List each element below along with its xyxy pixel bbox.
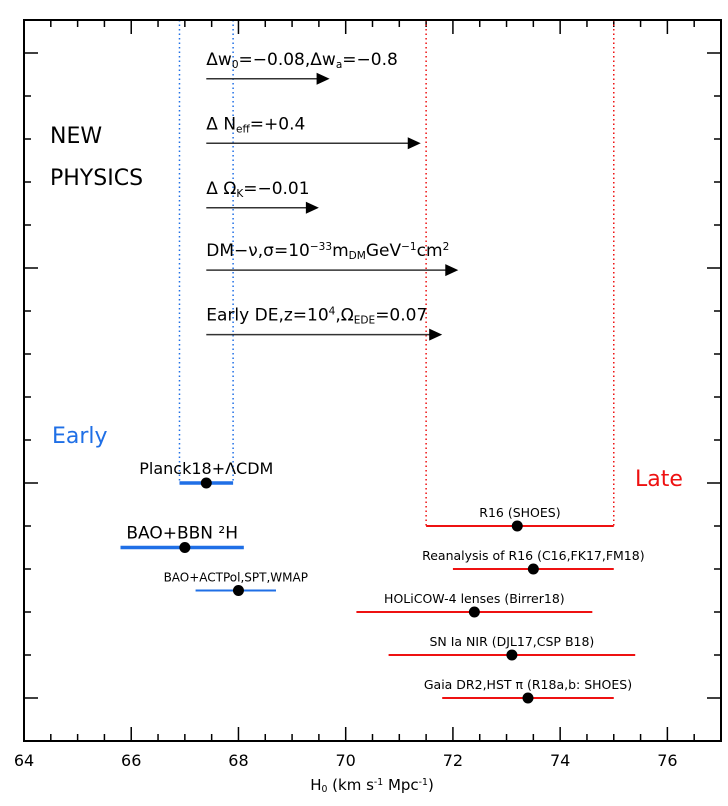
- arrow-head: [445, 264, 459, 277]
- arrow-head: [305, 201, 319, 214]
- x-tick-labels: 64 66 68 70 72 74 76: [14, 751, 678, 770]
- early-measurement-point: [179, 542, 191, 553]
- label-segment: (km s: [327, 776, 374, 794]
- measurements: Planck18+ΛCDM BAO+BBN ²H BAO+ACTPol,SPT,WM…: [120, 459, 645, 704]
- x-tick-label: 64: [14, 751, 34, 770]
- late-measurement-point: [468, 606, 480, 618]
- label-segment: -1: [419, 777, 428, 788]
- new-physics-label: Δ Neff=+0.4: [206, 114, 305, 135]
- arrow-head: [407, 137, 421, 150]
- x-tick-label: 70: [336, 751, 356, 770]
- x-tick-label: 66: [121, 751, 141, 770]
- late-measurement-label: Gaia DR2,HST π (R18a,b: SHOES): [424, 677, 632, 692]
- label-segment: eff: [236, 123, 250, 135]
- x-axis-label: H0 (km s-1 Mpc-1): [310, 776, 434, 795]
- bands: [178, 20, 615, 526]
- new-physics-label: Δ ΩK=−0.01: [206, 179, 309, 200]
- early-measurement-label: Planck18+ΛCDM: [139, 459, 273, 478]
- label-segment: =−0.01: [243, 179, 309, 199]
- label-segment: -1: [374, 777, 383, 788]
- axis-ticks: [23, 20, 722, 741]
- label-segment: GeV: [366, 241, 402, 261]
- early-measurement-label: BAO+BBN ²H: [126, 524, 238, 544]
- label-segment: 0: [321, 784, 327, 795]
- new-physics-label-2: PHYSICS: [50, 166, 143, 191]
- label-segment: Early DE,z=10: [206, 306, 328, 326]
- x-tick-label: 74: [550, 751, 570, 770]
- new-physics-arrows: Δw0=−0.08,Δwa=−0.8 Δ Neff=+0.4 Δ ΩK=−0.01 D…: [206, 50, 459, 341]
- label-segment: Δ N: [206, 114, 236, 134]
- label-segment: K: [236, 188, 244, 200]
- label-segment: cm: [417, 241, 443, 261]
- label-segment: a: [336, 59, 342, 71]
- label-segment: =−0.08,Δw: [239, 50, 336, 70]
- arrow-head: [429, 328, 443, 341]
- late-label: Late: [635, 467, 683, 492]
- early-measurement-point: [200, 477, 212, 489]
- late-measurement-point: [527, 563, 539, 575]
- label-segment: =−0.8: [342, 50, 398, 70]
- label-segment: EDE: [354, 314, 375, 326]
- plot-frame: [23, 19, 722, 742]
- late-measurement-label: R16 (SHOES): [479, 505, 560, 520]
- label-segment: −1: [401, 241, 417, 253]
- label-segment: ,Ω: [335, 306, 353, 326]
- label-segment: m: [332, 241, 349, 261]
- x-tick-label: 76: [657, 751, 677, 770]
- label-segment: 4: [329, 306, 336, 318]
- label-segment: 2: [443, 241, 450, 253]
- label-segment: ): [428, 776, 434, 794]
- label-segment: Δw: [206, 50, 232, 70]
- early-measurement-label: BAO+ACTPol,SPT,WMAP: [164, 571, 308, 585]
- label-segment: =0.07: [375, 306, 427, 326]
- late-measurement-point: [522, 692, 534, 704]
- label-segment: Mpc: [383, 776, 418, 794]
- label-segment: −33: [310, 241, 332, 253]
- new-physics-label-1: NEW: [50, 124, 102, 149]
- late-measurement-point: [511, 520, 523, 532]
- late-measurement-point: [506, 649, 518, 661]
- label-segment: DM: [349, 250, 366, 262]
- label-segment: =+0.4: [250, 114, 306, 134]
- late-measurement-label: SN Ia NIR (DJL17,CSP B18): [429, 634, 594, 649]
- late-measurement-label: HOLiCOW-4 lenses (Birrer18): [384, 591, 565, 606]
- label-segment: 0: [232, 59, 239, 71]
- early-label: Early: [52, 424, 108, 449]
- label-segment: H: [310, 776, 321, 794]
- x-tick-label: 72: [443, 751, 463, 770]
- late-measurement-label: Reanalysis of R16 (C16,FK17,FM18): [422, 548, 645, 563]
- label-segment: Δ Ω: [206, 179, 236, 199]
- early-measurement-point: [232, 585, 244, 596]
- x-tick-label: 68: [228, 751, 248, 770]
- new-physics-label: DM−ν,σ=10−33mDMGeV−1cm2: [206, 241, 449, 262]
- arrow-head: [316, 72, 330, 85]
- new-physics-label: Δw0=−0.08,Δwa=−0.8: [206, 50, 398, 71]
- label-segment: DM−ν,σ=10: [206, 241, 310, 261]
- new-physics-label: Early DE,z=104,ΩEDE=0.07: [206, 306, 427, 327]
